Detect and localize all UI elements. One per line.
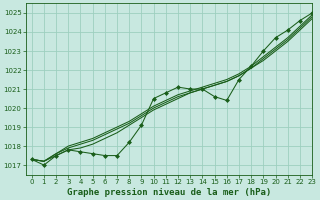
X-axis label: Graphe pression niveau de la mer (hPa): Graphe pression niveau de la mer (hPa) (67, 188, 271, 197)
